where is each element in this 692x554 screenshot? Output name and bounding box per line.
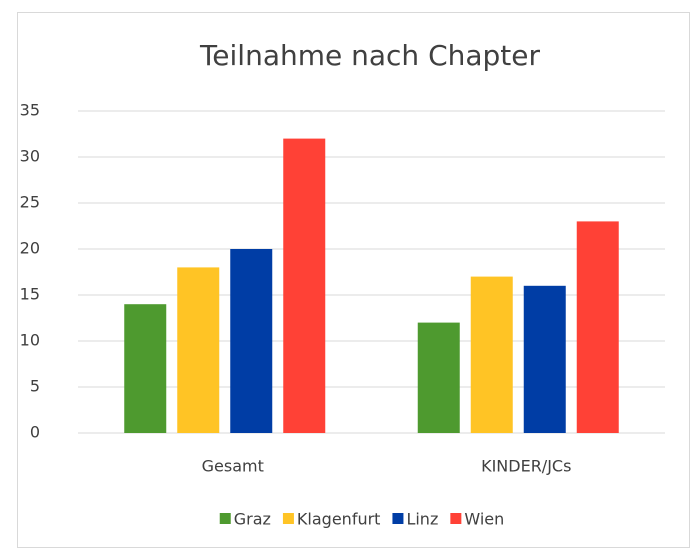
x-tick-label: KINDER/JCs [481,457,571,476]
y-tick-label: 10 [20,331,40,350]
y-tick-label: 30 [20,147,40,166]
legend-label: Klagenfurt [297,510,381,529]
bar [470,276,513,433]
bar [124,304,167,433]
bar [523,285,566,433]
bar [417,322,460,433]
legend: Graz Klagenfurt Linz Wien [219,510,504,529]
legend-swatch [282,513,294,524]
legend-label: Wien [464,510,504,529]
bar [283,138,326,433]
chart-title: Teilnahme nach Chapter [199,39,541,72]
legend-swatch [392,513,404,524]
legend-label: Graz [234,510,271,529]
y-tick-label: 15 [20,285,40,304]
y-tick-label: 5 [30,377,40,396]
y-tick-label: 35 [20,101,40,120]
y-tick-label: 25 [20,193,40,212]
y-tick-label: 0 [30,423,40,442]
legend-swatch [450,513,462,524]
bar [177,267,220,433]
bar [576,221,619,433]
x-tick-label: Gesamt [202,457,264,476]
legend-label: Linz [406,510,438,529]
bar [230,249,273,433]
legend-swatch [219,513,231,524]
y-tick-label: 20 [20,239,40,258]
